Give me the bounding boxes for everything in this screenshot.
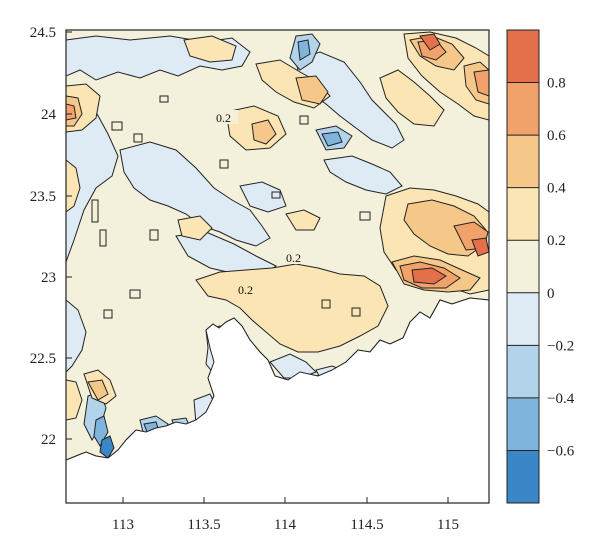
colorbar-tick-label: 0.4 [547, 181, 566, 197]
colorbar-swatch [507, 345, 539, 398]
colorbar-swatch [507, 135, 539, 188]
colorbar-frame [506, 29, 540, 504]
colorbar-swatch [507, 82, 539, 136]
contour-labels: 0.2 0.2 0.2 [214, 110, 308, 297]
y-tick-label: 22 [41, 432, 56, 448]
colorbar-swatches [507, 30, 539, 503]
positive-extreme-regions [411, 33, 489, 285]
x-tick-label: 115 [437, 517, 459, 533]
colorbar-swatch [507, 292, 539, 346]
x-tick-label: 114.5 [350, 517, 383, 533]
y-axis: 24.5 24 23.5 23 22.5 22 [30, 25, 72, 448]
colorbar-swatch [507, 240, 539, 293]
y-tick-label: 22.5 [30, 351, 56, 367]
y-tick-label: 23 [41, 270, 56, 286]
y-tick-label: 24.5 [30, 25, 56, 41]
map-plot-area: 0.2 0.2 0.2 [66, 30, 489, 503]
colorbar-ticks: 0.8 0.6 0.4 0.2 0 −0.2 −0.4 −0.6 [507, 76, 575, 459]
colorbar-tick-label: −0.4 [547, 391, 575, 407]
colorbar-tick-label: 0.8 [547, 76, 566, 92]
colorbar-tick-label: −0.6 [547, 443, 575, 459]
sea-no-data-region [66, 297, 489, 503]
x-axis: 113 113.5 114 114.5 115 [112, 497, 459, 533]
colorbar: 0.8 0.6 0.4 0.2 0 −0.2 −0.4 −0.6 [506, 29, 575, 504]
plot-frame [65, 29, 490, 504]
x-tick-label: 114 [274, 517, 296, 533]
contour-label-2: 0.2 [286, 251, 301, 265]
small-contour-islands [91, 95, 371, 319]
contour-label-3: 0.2 [238, 283, 253, 297]
colorbar-swatch [507, 187, 539, 241]
colorbar-swatch [507, 30, 539, 83]
colorbar-swatch [507, 450, 539, 503]
colorbar-tick-label: 0 [547, 286, 555, 302]
y-tick-label: 23.5 [30, 189, 56, 205]
x-tick-label: 113.5 [187, 517, 220, 533]
colorbar-tick-label: −0.2 [547, 338, 574, 354]
negative-extreme-region [99, 435, 115, 459]
colorbar-swatch [507, 397, 539, 451]
x-tick-label: 113 [112, 517, 134, 533]
y-tick-label: 24 [41, 107, 57, 123]
colorbar-tick-label: 0.2 [547, 233, 566, 249]
colorbar-tick-label: 0.6 [547, 128, 566, 144]
contour-label-1: 0.2 [216, 111, 231, 125]
